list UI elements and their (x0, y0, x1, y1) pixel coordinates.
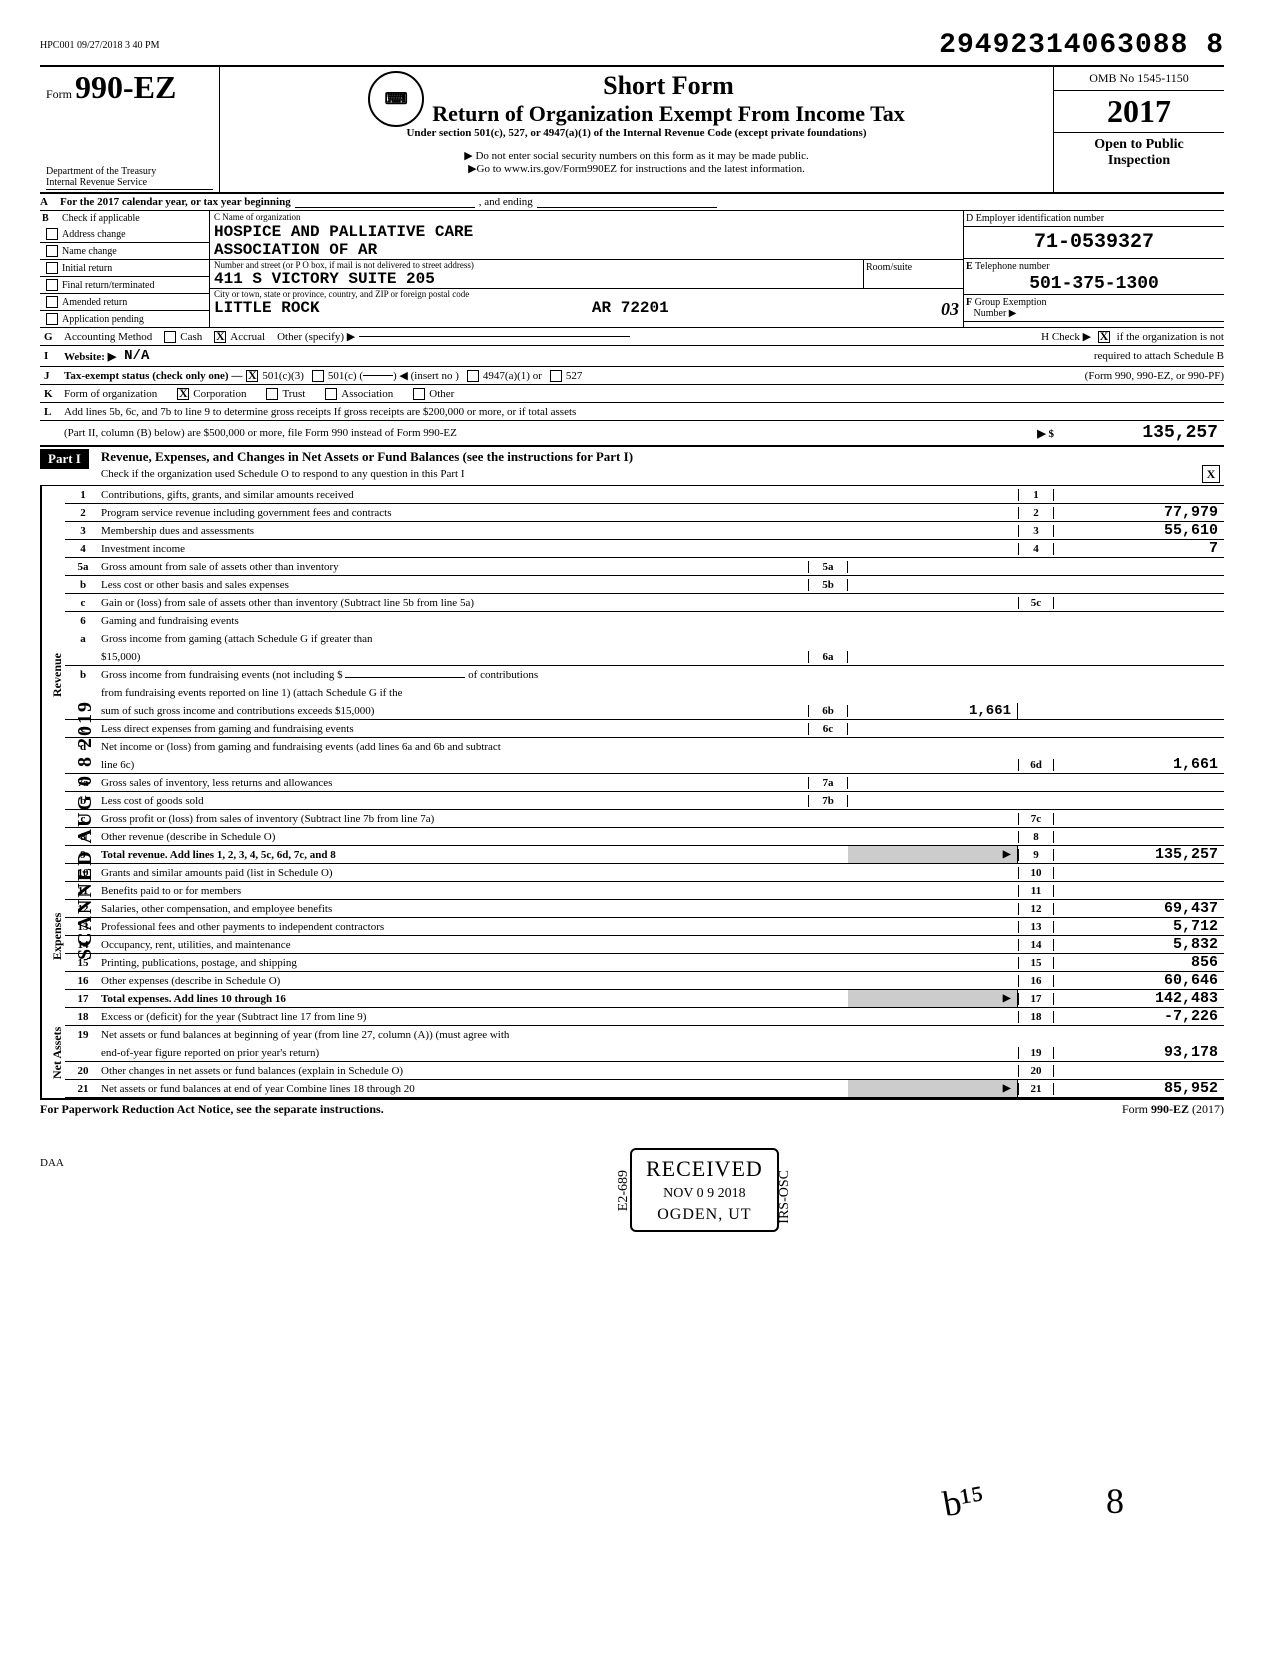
k-label: Form of organization (64, 388, 157, 400)
and-ending: , and ending (479, 196, 533, 208)
short-form-title: Short Form (432, 71, 905, 101)
paperwork-notice: For Paperwork Reduction Act Notice, see … (40, 1102, 384, 1117)
checkbox-4947[interactable] (467, 370, 479, 382)
checkbox-501c3[interactable] (246, 370, 258, 382)
e-label: Telephone number (975, 261, 1050, 272)
checkbox-h[interactable] (1098, 331, 1110, 343)
checkbox-501c[interactable] (312, 370, 324, 382)
g-other: Other (specify) ▶ (277, 330, 355, 343)
checkbox-pending[interactable] (46, 313, 58, 325)
d-label: D Employer identification number (964, 211, 1224, 227)
block-b-c-d: BCheck if applicable Address change Name… (40, 211, 1224, 328)
checkbox-schedule-o[interactable] (1202, 465, 1220, 483)
header-id: HPC001 09/27/2018 3 40 PM (40, 40, 159, 51)
under-section: Under section 501(c), 527, or 4947(a)(1)… (228, 127, 1045, 139)
stamp-right: IRS-OSC (777, 1170, 793, 1224)
checkbox-assoc[interactable] (325, 388, 337, 400)
form-header: Form 990-EZ Department of the Treasury I… (40, 65, 1224, 194)
expenses-section: Expenses 10Grants and similar amounts pa… (40, 864, 1224, 1008)
l-amount: 135,257 (1054, 423, 1224, 443)
checkbox-initial-return[interactable] (46, 262, 58, 274)
checkbox-address-change[interactable] (46, 228, 58, 240)
circle-icon: ⌨ (368, 71, 424, 127)
omb-number: OMB No 1545-1150 (1054, 67, 1224, 91)
city: LITTLE ROCK (214, 299, 320, 320)
received-stamp: E2-689 RECEIVED NOV 0 9 2018 OGDEN, UT I… (630, 1148, 779, 1232)
net-assets-label: Net Assets (41, 1008, 65, 1098)
org-name-2: ASSOCIATION OF AR (210, 241, 963, 259)
ssn-warning: ▶ Do not enter social security numbers o… (228, 149, 1045, 162)
part1-check-text: Check if the organization used Schedule … (101, 468, 465, 480)
part1-header: Part I (40, 449, 89, 469)
revenue-section: Revenue 1Contributions, gifts, grants, a… (40, 486, 1224, 864)
net-assets-section: Net Assets 18Excess or (deficit) for the… (40, 1008, 1224, 1100)
arrow-dollar: ▶ $ (1037, 427, 1054, 440)
stamp-location: OGDEN, UT (646, 1206, 763, 1224)
checkbox-cash[interactable] (164, 331, 176, 343)
l-text: Add lines 5b, 6c, and 7b to line 9 to de… (64, 406, 576, 418)
c-label: C Name of organization (210, 211, 963, 223)
state-zip: AR 72201 (592, 299, 669, 320)
signature-2: 8 (1106, 1480, 1124, 1522)
check-if-applicable: Check if applicable (62, 213, 140, 224)
phone: 501-375-1300 (964, 274, 1224, 295)
line-a-text: For the 2017 calendar year, or tax year … (60, 196, 291, 208)
letter-a: A (40, 196, 60, 208)
checkbox-amended[interactable] (46, 296, 58, 308)
addr-label-2: City or town, state or province, country… (210, 289, 963, 299)
part1-title: Revenue, Expenses, and Changes in Net As… (101, 449, 1224, 465)
checkbox-accrual[interactable] (214, 331, 226, 343)
checkbox-other[interactable] (413, 388, 425, 400)
ein: 71-0539327 (964, 227, 1224, 259)
h-text3: (Form 990, 990-EZ, or 990-PF) (1085, 370, 1224, 382)
goto-link: ▶Go to www.irs.gov/Form990EZ for instruc… (228, 162, 1045, 175)
expenses-label: Expenses (41, 864, 65, 1008)
handwritten-03: 03 (941, 299, 959, 320)
form-number: 990-EZ (75, 69, 176, 105)
dept-treasury: Department of the Treasury (46, 166, 213, 177)
street-address: 411 S VICTORY SUITE 205 (210, 270, 863, 288)
addr-label-1: Number and street (or P O box, if mail i… (210, 260, 863, 270)
room-suite-label: Room/suite (863, 260, 963, 288)
checkbox-name-change[interactable] (46, 245, 58, 257)
stamp-received: RECEIVED (646, 1156, 763, 1182)
revenue-label: Revenue (41, 486, 65, 864)
website: N/A (124, 348, 149, 364)
h-text2: required to attach Schedule B (1094, 350, 1224, 362)
form-prefix: Form (46, 87, 75, 101)
form-footer: Form 990-EZ (2017) (1122, 1102, 1224, 1117)
irs-label: Internal Revenue Service (46, 177, 213, 190)
l-text2: (Part II, column (B) below) are $500,000… (64, 427, 457, 439)
letter-b: B (42, 213, 62, 224)
document-number: 29492314063088 8 (939, 30, 1224, 61)
j-label: Tax-exempt status (check only one) — (64, 370, 242, 382)
f-number: Number ▶ (974, 308, 1017, 319)
open-public: Open to Public (1058, 137, 1220, 153)
i-label: Website: ▶ (64, 350, 116, 363)
stamp-date: NOV 0 9 2018 (646, 1186, 763, 1202)
checkbox-final-return[interactable] (46, 279, 58, 291)
stamp-left: E2-689 (616, 1170, 632, 1211)
org-name-1: HOSPICE AND PALLIATIVE CARE (210, 223, 963, 241)
g-label: Accounting Method (64, 331, 152, 343)
checkbox-527[interactable] (550, 370, 562, 382)
checkbox-corp[interactable] (177, 388, 189, 400)
return-title: Return of Organization Exempt From Incom… (432, 101, 905, 127)
inspection: Inspection (1058, 153, 1220, 169)
checkbox-trust[interactable] (266, 388, 278, 400)
tax-year: 2017 (1054, 91, 1224, 133)
f-label: Group Exemption (975, 297, 1047, 308)
signature-1: b¹⁵ (939, 1477, 987, 1526)
